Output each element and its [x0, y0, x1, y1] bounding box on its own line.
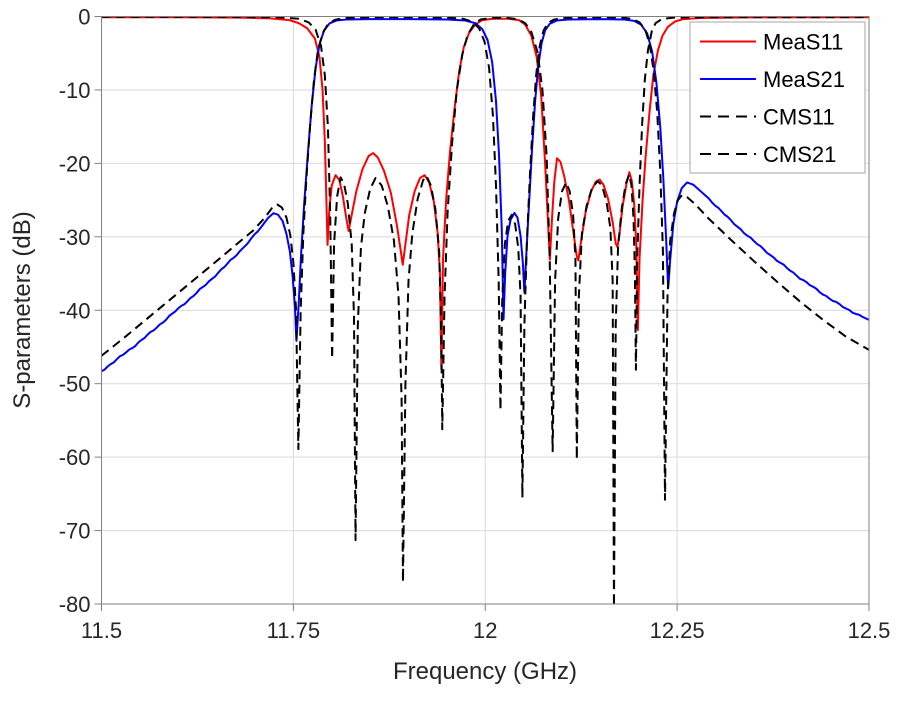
y-tick-label: -20 — [59, 151, 91, 176]
y-tick-labels: 0 -10 -20 -30 -40 -50 -60 -70 -80 — [59, 5, 91, 618]
legend-item-cms11: CMS11 — [700, 105, 835, 130]
series-cms11-line — [101, 16, 869, 604]
x-tick-labels: 11.5 11.75 12 12.25 12.5 — [81, 618, 891, 643]
legend-label: CMS11 — [763, 105, 835, 130]
y-tick-label: -30 — [59, 225, 91, 250]
legend-label: MeaS11 — [763, 30, 843, 55]
x-tick-label: 12 — [473, 618, 497, 643]
x-axis-label: Frequency (GHz) — [393, 658, 577, 685]
y-tick-label: -80 — [59, 592, 91, 617]
y-tick-label: -50 — [59, 372, 91, 397]
y-tick-label: -70 — [59, 519, 91, 544]
series-meas11-line — [101, 16, 869, 370]
x-tick-label: 12.5 — [848, 618, 891, 643]
legend-item-meas11: MeaS11 — [700, 30, 843, 55]
grid-lines — [101, 16, 869, 604]
y-tick-label: 0 — [78, 5, 90, 30]
legend-label: CMS21 — [763, 142, 836, 167]
legend: MeaS11 MeaS21 CMS11 CMS21 — [689, 21, 866, 174]
series-meas21-line — [101, 18, 869, 373]
legend-box — [689, 21, 866, 174]
y-tick-label: -10 — [59, 78, 91, 103]
curves — [101, 16, 869, 604]
axis-ticks — [94, 16, 870, 611]
y-tick-label: -60 — [59, 445, 91, 470]
y-tick-label: -40 — [59, 298, 91, 323]
y-axis-label: S-parameters (dB) — [9, 211, 36, 408]
legend-label: MeaS21 — [763, 67, 845, 92]
x-tick-label: 12.25 — [650, 618, 705, 643]
legend-item-meas21: MeaS21 — [700, 67, 845, 92]
x-tick-label: 11.5 — [81, 618, 122, 643]
legend-item-cms21: CMS21 — [700, 142, 836, 167]
x-tick-label: 11.75 — [267, 618, 320, 643]
